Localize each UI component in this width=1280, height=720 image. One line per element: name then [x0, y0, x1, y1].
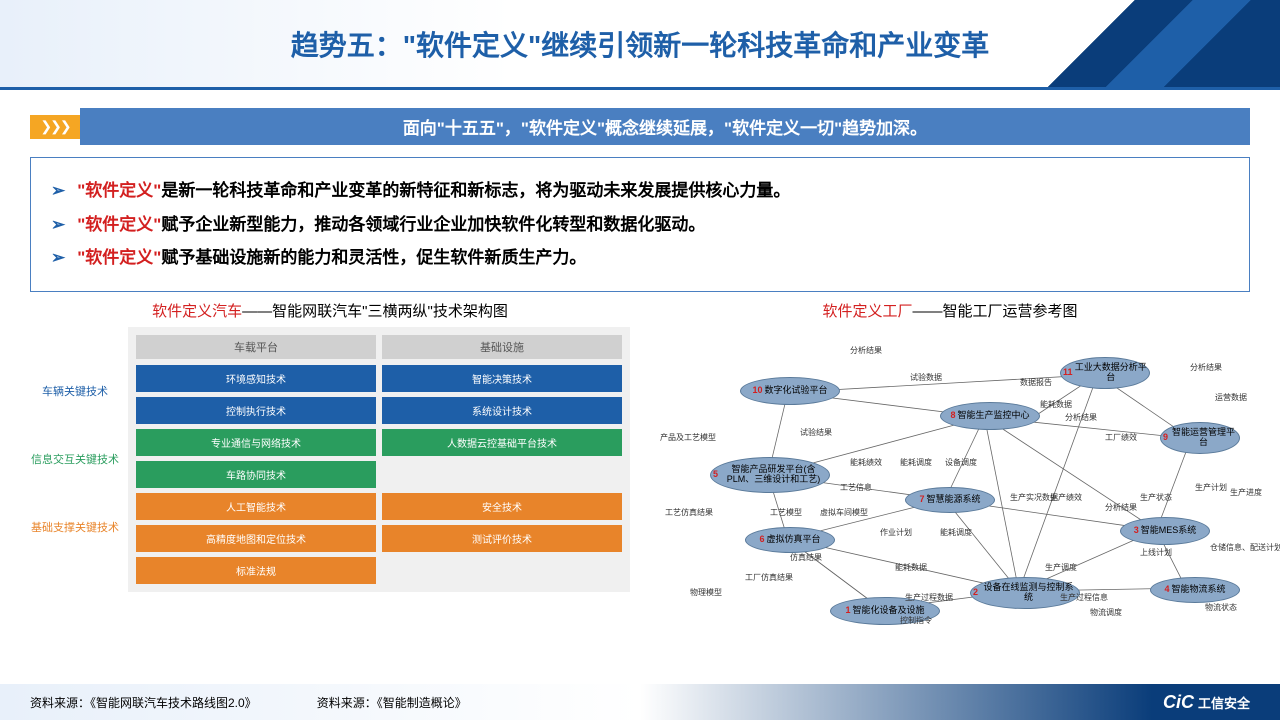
source-right: 资料来源：《智能制造概论》: [317, 694, 467, 711]
slide-header: 趋势五："软件定义"继续引领新一轮科技革命和产业变革: [0, 0, 1280, 90]
source-left: 资料来源：《智能网联汽车技术路线图2.0》: [30, 694, 257, 711]
bullet-box: ➢"软件定义"是新一轮科技革命和产业变革的新特征和新标志，将为驱动未来发展提供核…: [30, 157, 1250, 292]
architecture-grid: 车辆关键技术信息交互关键技术基础支撑关键技术 车载平台基础设施 环境感知技术智能…: [30, 327, 630, 592]
right-diagram-title: 软件定义工厂——智能工厂运营参考图: [650, 300, 1250, 321]
network-node: 11 工业大数据分析平台: [1060, 357, 1150, 389]
network-node: 3 智能MES系统: [1120, 517, 1210, 545]
network-node: 10 数字化试验平台: [740, 377, 840, 405]
network-node: 7 智慧能源系统: [905, 487, 995, 513]
bullet-item: ➢"软件定义"是新一轮科技革命和产业变革的新特征和新标志，将为驱动未来发展提供核…: [51, 178, 1229, 204]
subtitle-bar: 面向"十五五"，"软件定义"概念继续延展，"软件定义一切"趋势加深。: [80, 108, 1250, 145]
left-diagram: 软件定义汽车——智能网联汽车"三横两纵"技术架构图 车辆关键技术信息交互关键技术…: [30, 300, 630, 627]
diagrams-row: 软件定义汽车——智能网联汽车"三横两纵"技术架构图 车辆关键技术信息交互关键技术…: [30, 300, 1250, 627]
network-node: 6 虚拟仿真平台: [745, 527, 835, 553]
network-node: 5 智能产品研发平台(含PLM、三维设计和工艺): [710, 457, 830, 493]
network-node: 4 智能物流系统: [1150, 577, 1240, 603]
left-diagram-title: 软件定义汽车——智能网联汽车"三横两纵"技术架构图: [30, 300, 630, 321]
subtitle-row: 面向"十五五"，"软件定义"概念继续延展，"软件定义一切"趋势加深。: [30, 108, 1250, 145]
slide-footer: 资料来源：《智能网联汽车技术路线图2.0》 资料来源：《智能制造概论》 CiC工…: [0, 684, 1280, 720]
bullet-item: ➢"软件定义"赋予企业新型能力，推动各领域行业企业加快软件化转型和数据化驱动。: [51, 212, 1229, 238]
network-node: 8 智能生产监控中心: [940, 402, 1040, 430]
chevron-icon: [30, 115, 80, 139]
network-diagram: 1 智能化设备及设施2 设备在线监测与控制系统3 智能MES系统4 智能物流系统…: [650, 327, 1250, 627]
network-node: 9 智能运营管理平台: [1160, 422, 1240, 454]
right-diagram: 软件定义工厂——智能工厂运营参考图 1 智能化设备及设施2 设备在线监测与控制系…: [650, 300, 1250, 627]
logo: CiC工信安全: [1163, 692, 1250, 713]
bullet-item: ➢"软件定义"赋予基础设施新的能力和灵活性，促生软件新质生产力。: [51, 245, 1229, 271]
slide-title: 趋势五："软件定义"继续引领新一轮科技革命和产业变革: [291, 24, 990, 64]
